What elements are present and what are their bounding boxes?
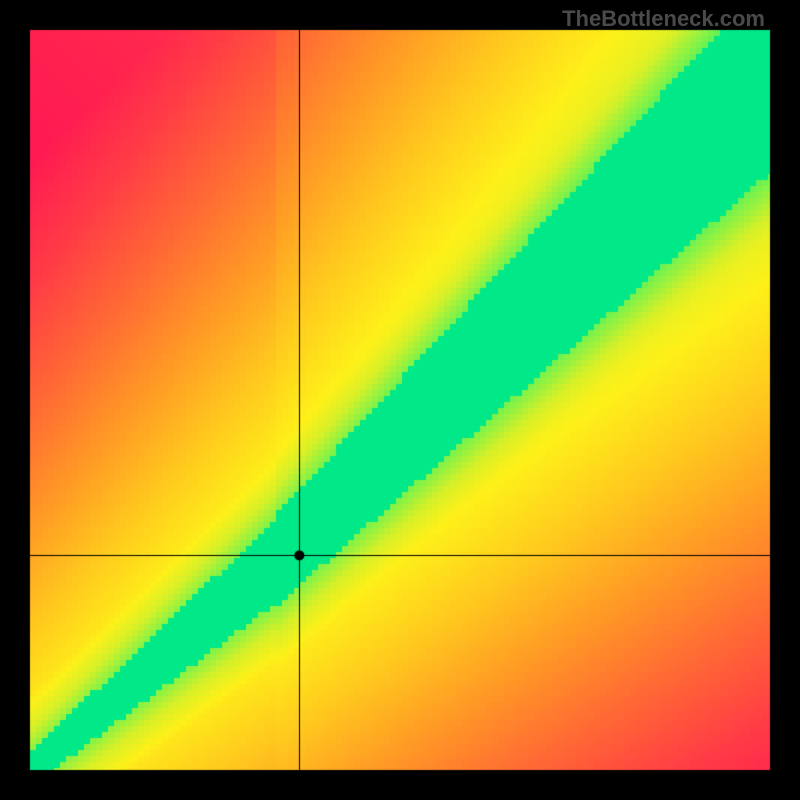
chart-container: { "watermark": { "text": "TheBottleneck.…: [0, 0, 800, 800]
watermark-text: TheBottleneck.com: [562, 6, 765, 32]
bottleneck-heatmap: [0, 0, 800, 800]
